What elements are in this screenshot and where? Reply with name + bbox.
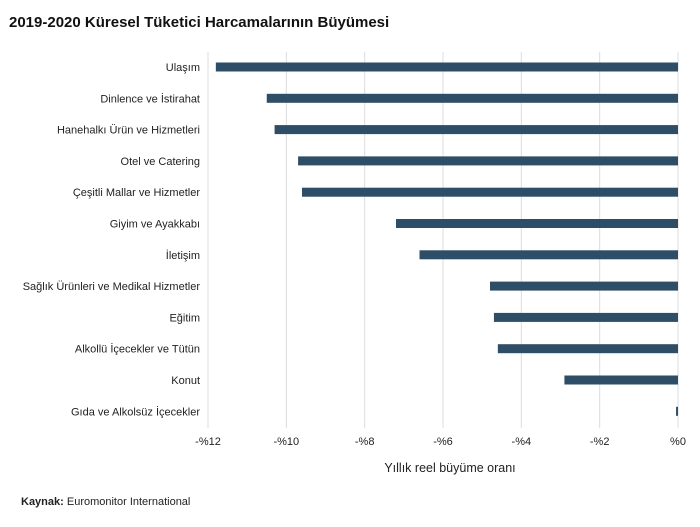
bar bbox=[564, 375, 678, 385]
category-label: Sağlık Ürünleri ve Medikal Hizmetler bbox=[23, 281, 201, 293]
x-axis-title: Yıllık reel büyüme oranı bbox=[384, 461, 515, 475]
bar bbox=[215, 62, 679, 72]
x-tick-label: -%10 bbox=[273, 436, 299, 448]
bar bbox=[676, 406, 678, 416]
x-tick-label: %0 bbox=[670, 436, 686, 448]
category-label: Otel ve Catering bbox=[121, 156, 200, 168]
bar bbox=[490, 281, 678, 291]
bar bbox=[497, 344, 678, 354]
source-text: Euromonitor International bbox=[66, 496, 191, 508]
category-label: Konut bbox=[171, 375, 200, 387]
gridlines bbox=[207, 52, 679, 428]
bar bbox=[298, 156, 678, 166]
category-label: Giyim ve Ayakkabı bbox=[110, 219, 200, 231]
category-label: Alkollü İçecekler ve Tütün bbox=[75, 343, 200, 356]
category-labels: Ulaşım Dinlence ve İstirahat Hanehalkı Ürü… bbox=[23, 62, 201, 418]
x-tick-label: -%12 bbox=[195, 436, 221, 448]
x-tick-label: -%6 bbox=[433, 436, 453, 448]
bar bbox=[419, 250, 678, 260]
category-label: Çeşitli Mallar ve Hizmetler bbox=[73, 187, 200, 199]
bar bbox=[274, 125, 678, 135]
category-label: Eğitim bbox=[169, 312, 200, 324]
category-label: Ulaşım bbox=[166, 62, 200, 74]
bar bbox=[302, 187, 678, 197]
chart-title: 2019-2020 Küresel Tüketici Harcamalarını… bbox=[9, 14, 390, 31]
x-tick-label: -%2 bbox=[590, 436, 610, 448]
x-tick-labels: -%12 -%10 -%8 -%6 -%4 -%2 %0 bbox=[195, 436, 686, 448]
bars bbox=[215, 62, 679, 416]
category-label: Gıda ve Alkolsüz İçecekler bbox=[71, 405, 200, 418]
category-label: İletişim bbox=[166, 249, 200, 262]
bar bbox=[493, 312, 678, 322]
category-label: Hanehalkı Ürün ve Hizmetleri bbox=[57, 125, 200, 137]
x-tick-label: -%4 bbox=[512, 436, 532, 448]
bar bbox=[396, 219, 678, 228]
x-tick-label: -%8 bbox=[355, 436, 375, 448]
category-label: Dinlence ve İstirahat bbox=[100, 92, 200, 105]
source-line: Kaynak: Euromonitor International bbox=[21, 496, 190, 508]
bar bbox=[266, 93, 678, 103]
source-label: Kaynak: bbox=[21, 496, 64, 508]
